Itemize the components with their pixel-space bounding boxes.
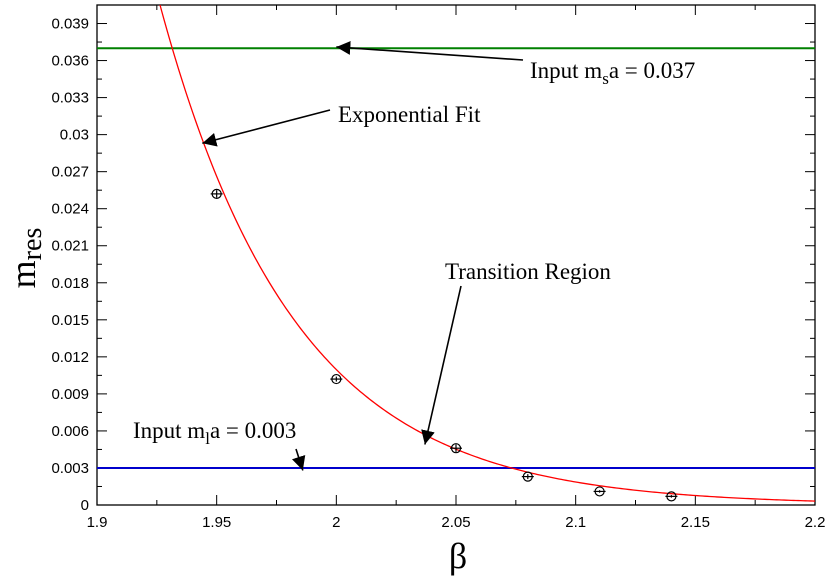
annotation-text: Transition Region: [445, 259, 611, 284]
x-tick-label: 1.9: [87, 514, 108, 531]
y-tick-label: 0.018: [51, 275, 89, 292]
annotation-text-part: Input m: [133, 418, 205, 443]
y-axis: 0 0.003 0.006 0.009 0.012 0.015 0.018 0.021 0.02…: [51, 4, 815, 514]
y-tick-label: 0.033: [51, 90, 89, 107]
annotation-subscript: s: [602, 69, 609, 88]
data-point: [665, 491, 678, 502]
y-tick-label: 0.003: [51, 460, 89, 477]
annotation-subscript: l: [205, 429, 210, 448]
y-tick-label: 0.009: [51, 386, 89, 403]
annotation: Exponential Fit: [202, 102, 481, 147]
data-point: [521, 471, 534, 482]
data-points: [210, 188, 678, 502]
x-tick-label: 1.95: [202, 514, 231, 531]
point-marker: [331, 373, 342, 385]
point-marker: [450, 443, 462, 454]
reference-lines: [97, 47, 815, 469]
annotation-text-part: Exponential Fit: [338, 102, 481, 127]
y-tick-label: 0.036: [51, 53, 89, 70]
x-tick-label: 2: [332, 514, 340, 531]
x-tick-label: 2.1: [565, 514, 586, 531]
y-axis-title-main: m: [3, 260, 43, 288]
y-tick-label: 0.027: [51, 164, 89, 181]
y-tick-label: 0.03: [60, 127, 89, 144]
annotation-text-part: Transition Region: [445, 259, 611, 284]
annotation-text-part: Input m: [530, 58, 602, 83]
annotation-text: Input mla = 0.003: [133, 418, 296, 448]
x-tick-label: 2.05: [441, 514, 470, 531]
annotation-arrow: [421, 285, 462, 445]
data-point: [593, 486, 606, 497]
x-axis-title: β: [449, 536, 467, 576]
annotation-text-part: a = 0.037: [609, 58, 695, 83]
annotation: Input msa = 0.037: [336, 40, 695, 88]
annotation: Input mla = 0.003: [133, 418, 306, 471]
y-tick-label: 0.006: [51, 423, 89, 440]
point-marker: [522, 471, 533, 482]
annotation-text: Input msa = 0.037: [530, 58, 695, 88]
point-marker: [666, 491, 677, 502]
annotation-text: Exponential Fit: [338, 102, 481, 127]
y-axis-title: mres: [3, 228, 48, 289]
x-tick-label: 2.15: [681, 514, 710, 531]
x-axis: 1.9 1.95 2 2.05 2.1 2.15 2.2: [87, 5, 826, 531]
data-point: [330, 373, 343, 385]
y-tick-label: 0.021: [51, 238, 89, 255]
annotation: Transition Region: [421, 259, 611, 445]
y-tick-label: 0.024: [51, 201, 89, 218]
y-axis-title-sub: res: [17, 228, 48, 261]
y-tick-label: 0.039: [51, 16, 89, 33]
annotation-text-part: a = 0.003: [210, 418, 296, 443]
annotation-arrow: [202, 109, 331, 147]
data-point: [210, 188, 223, 199]
annotation-arrow: [291, 448, 306, 471]
y-tick-label: 0.012: [51, 349, 89, 366]
point-marker: [211, 188, 222, 199]
data-point: [450, 443, 462, 454]
y-tick-label: 0.015: [51, 312, 89, 329]
point-marker: [594, 486, 605, 497]
x-tick-label: 2.2: [805, 514, 826, 531]
y-tick-label: 0: [81, 497, 89, 514]
annotation-arrow: [336, 40, 524, 61]
